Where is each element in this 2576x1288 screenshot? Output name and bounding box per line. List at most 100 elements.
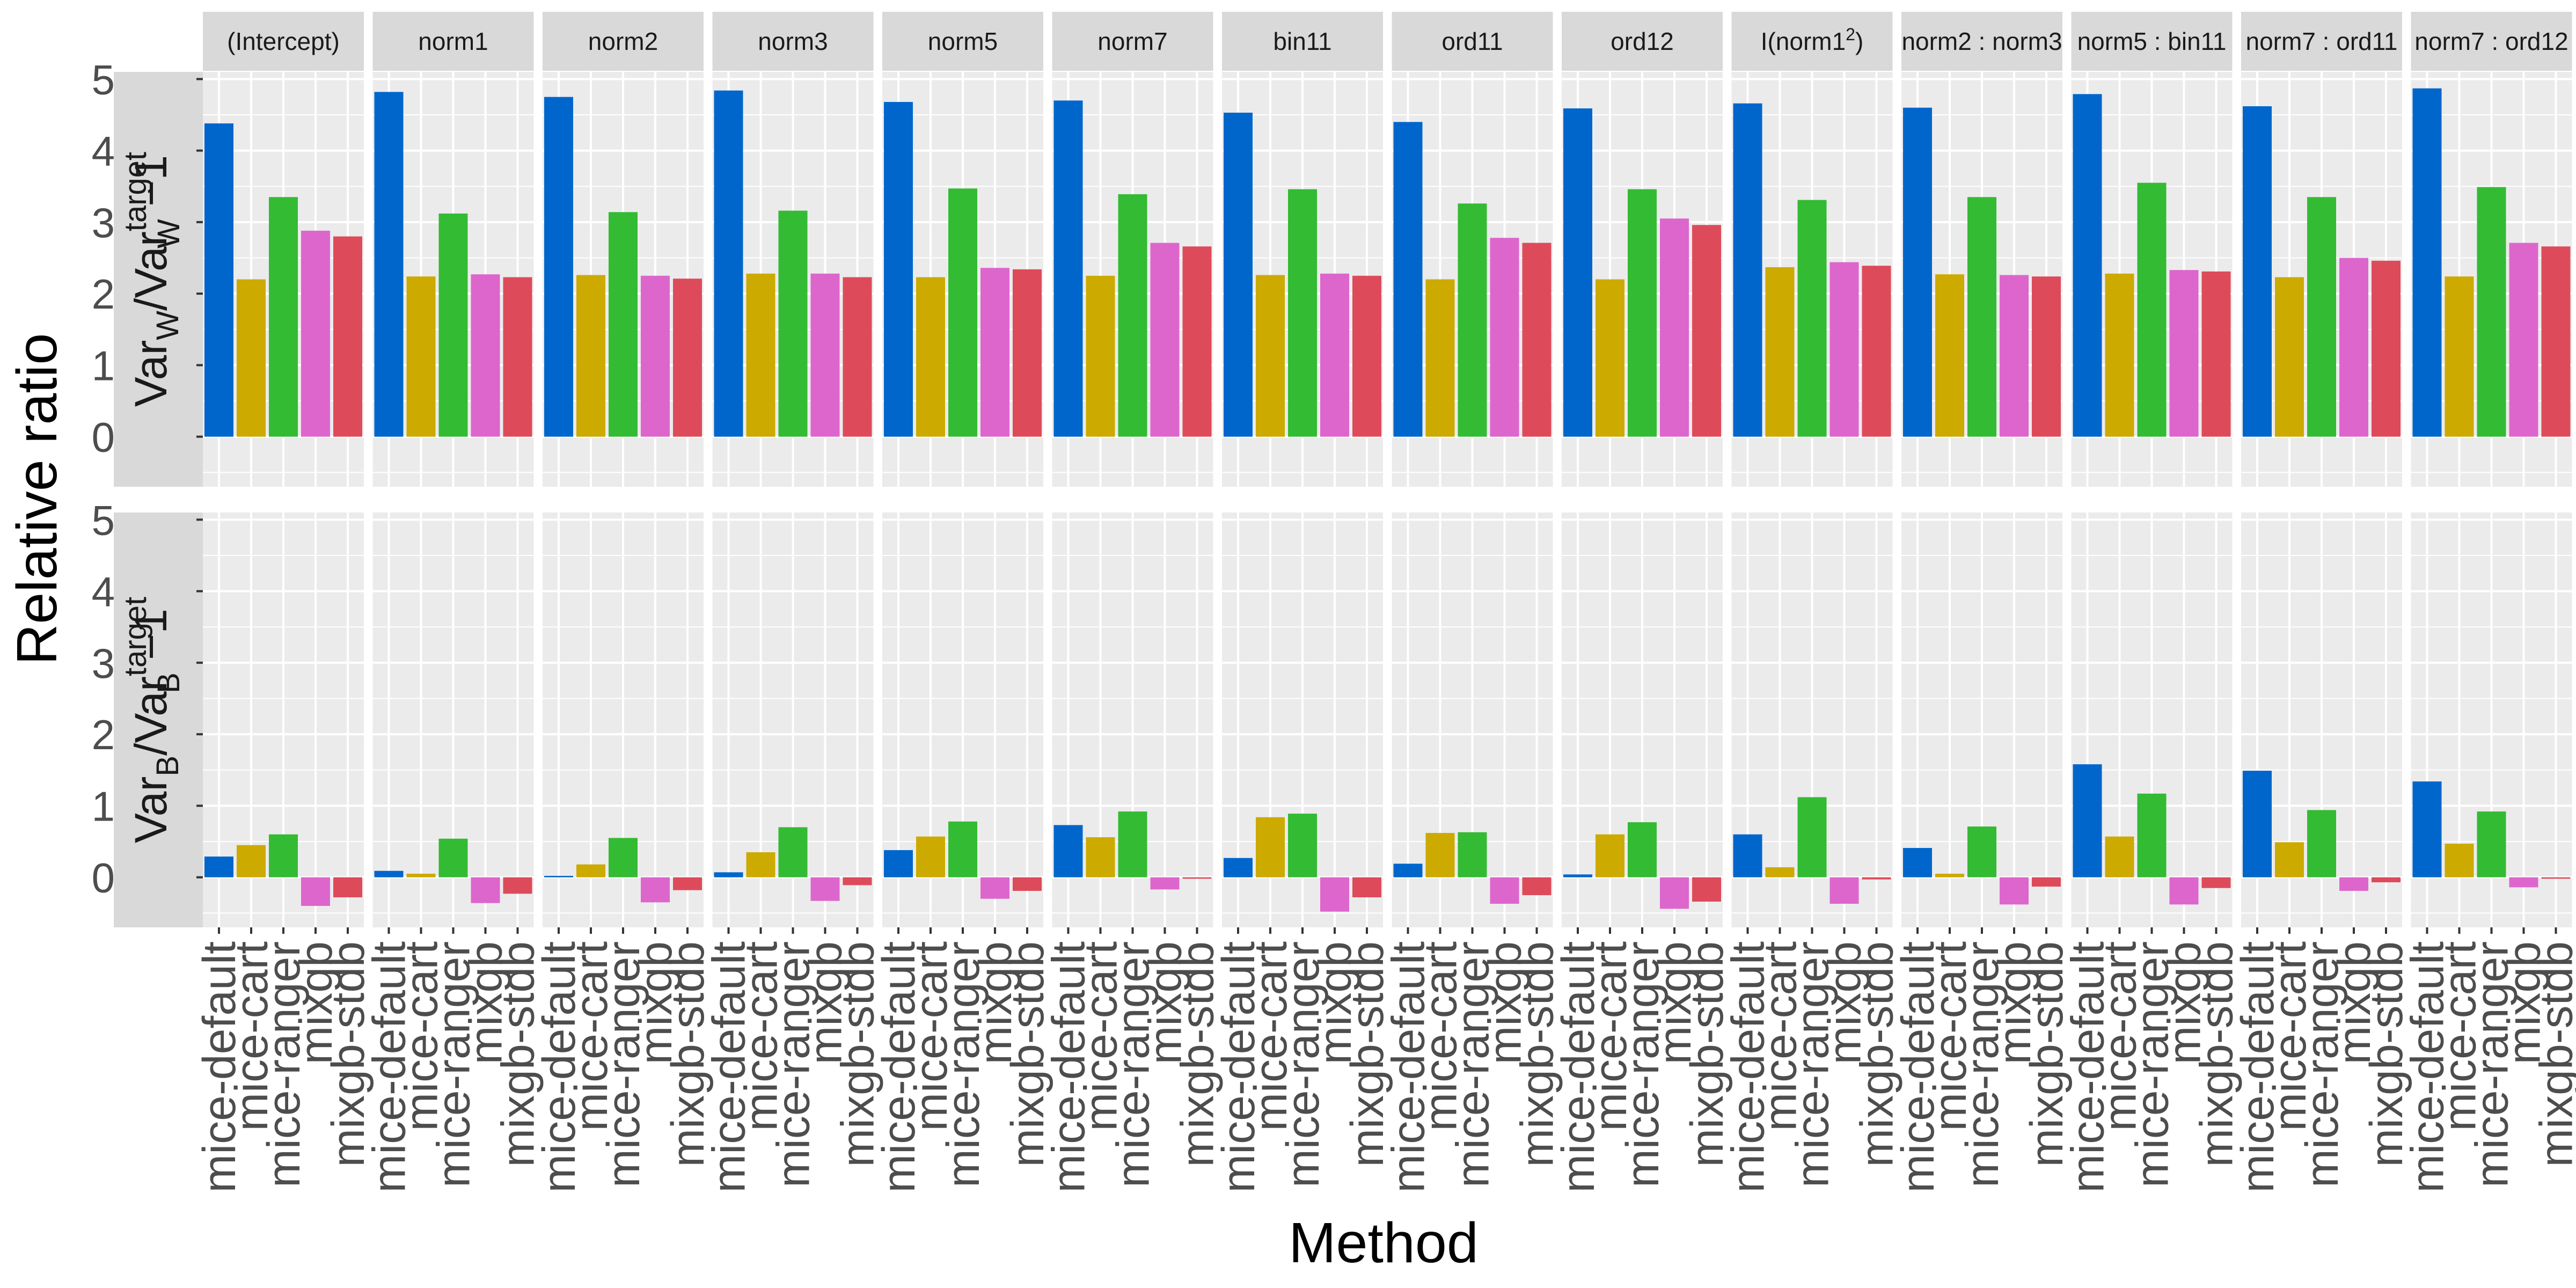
bar-mice-ranger (778, 827, 808, 877)
facet-strip-label: ord12 (1611, 27, 1674, 55)
facet-strip-label: norm1 (418, 27, 488, 55)
bar-mixgb-stdb (1692, 877, 1721, 902)
facet-strip-bg (372, 12, 534, 71)
bar-mixgb-stdb (1862, 266, 1891, 437)
x-tick-label: mice-cart (1924, 941, 1976, 1131)
bar-mice-cart (2445, 276, 2474, 437)
bar-mixgb (1490, 238, 1519, 437)
bar-mice-ranger (2137, 793, 2167, 877)
bar-mice-ranger (269, 834, 298, 877)
bar-mixgb-stdb (1182, 877, 1212, 879)
bar-mice-cart (1765, 867, 1795, 877)
facet-strip-label: norm2 : norm3 (1901, 27, 2062, 55)
x-tick-label: mice-default (2232, 941, 2284, 1193)
x-tick-label: mixgb (1989, 941, 2040, 1064)
facet-strip-bg (2071, 12, 2233, 71)
x-tick-label: mice-default (194, 941, 245, 1193)
bar-mice-cart (746, 273, 775, 437)
x-tick-label: mice-cart (1245, 941, 1297, 1131)
y-tick-label: 5 (92, 496, 115, 544)
bar-mice-ranger (1458, 832, 1487, 877)
bar-mice-ranger (1118, 811, 1147, 877)
bar-mixgb (471, 877, 500, 903)
bar-mice-cart (1256, 817, 1285, 877)
x-tick-label: mice-default (364, 941, 415, 1193)
bar-mice-cart (2105, 836, 2134, 877)
bar-mice-default (2073, 764, 2102, 877)
bar-mixgb-stdb (1352, 877, 1381, 898)
x-tick-label: mice-ranger (1787, 941, 1839, 1188)
bar-mixgb-stdb (503, 277, 532, 437)
bar-mice-cart (1425, 833, 1455, 877)
bar-mixgb-stdb (333, 877, 362, 898)
x-tick-label: mice-default (1213, 941, 1264, 1193)
bar-mice-default (204, 123, 233, 437)
bar-mice-ranger (438, 838, 468, 877)
bar-mice-default (2243, 106, 2272, 437)
x-tick-label: mice-default (873, 941, 925, 1193)
x-tick-label: mice-ranger (1617, 941, 1668, 1188)
x-tick-label: mice-cart (2264, 941, 2316, 1131)
x-tick-label: mixgb (970, 941, 1021, 1064)
x-tick-label: mice-ranger (2467, 941, 2518, 1188)
bar-mice-cart (2105, 273, 2134, 437)
bar-mixgb (2339, 877, 2368, 891)
bar-mixgb (1829, 262, 1859, 437)
x-tick-label: mixgb-stdb (2191, 941, 2243, 1167)
bar-mixgb (1320, 877, 1349, 912)
bar-mice-cart (1765, 267, 1795, 437)
row-strip-bg (114, 513, 203, 927)
bar-mice-default (1393, 863, 1423, 877)
bar-mice-ranger (1288, 814, 1317, 877)
x-tick-label: mice-default (2062, 941, 2114, 1193)
facet-strip-bg (203, 12, 364, 71)
x-tick-label: mice-ranger (2127, 941, 2178, 1188)
facet-strip-bg (882, 12, 1043, 71)
x-tick-label: mice-ranger (768, 941, 819, 1188)
y-tick-label: 2 (92, 270, 115, 318)
y-tick-label: 1 (92, 342, 115, 389)
bar-mice-ranger (2477, 811, 2506, 877)
facet-strip-label: norm7 (1097, 27, 1167, 55)
bar-mice-cart (406, 276, 436, 437)
x-tick-label: mice-cart (2434, 941, 2486, 1131)
bar-mixgb (1829, 877, 1859, 904)
bar-mice-cart (746, 852, 775, 877)
bar-mixgb (1150, 877, 1180, 890)
bar-mixgb-stdb (2372, 260, 2401, 437)
x-tick-label: mixgb (2499, 941, 2550, 1064)
x-tick-label: mixgb (800, 941, 852, 1064)
x-tick-label: mice-ranger (428, 941, 480, 1188)
y-tick-label: 4 (92, 128, 115, 175)
bar-mixgb-stdb (843, 877, 872, 885)
facet-strip-bg (1731, 12, 1893, 71)
x-tick-label: mice-cart (905, 941, 957, 1131)
bar-mixgb-stdb (1352, 275, 1381, 437)
x-tick-label: mixgb (1309, 941, 1361, 1064)
x-tick-label: mixgb-stdb (1342, 941, 1393, 1167)
bar-mixgb-stdb (333, 236, 362, 437)
row-labels-layer: VarW/VartargetW −1 VarB/VartargetB −1 (114, 72, 203, 927)
bar-mice-cart (237, 845, 266, 877)
facet-strip-bg (2411, 12, 2572, 71)
x-tick-label: mixgb (2329, 941, 2380, 1064)
bar-mice-ranger (948, 188, 977, 437)
bar-mixgb (2339, 258, 2368, 437)
bar-mixgb (2000, 275, 2029, 437)
bar-mice-ranger (2307, 810, 2336, 877)
y-tick-label: 1 (92, 782, 115, 830)
facet-strip-label: bin11 (1273, 27, 1331, 55)
bar-mice-default (1903, 848, 1932, 877)
bar-mixgb (471, 274, 500, 437)
x-tick-label: mice-ranger (1447, 941, 1499, 1188)
bar-mixgb (980, 877, 1009, 899)
bar-mice-ranger (1458, 203, 1487, 437)
bar-mixgb (2169, 877, 2199, 905)
bar-mixgb-stdb (2541, 877, 2571, 879)
facet-strips-layer: (Intercept) norm1 norm2 norm3 norm5 norm7 bin1… (203, 12, 2572, 71)
bar-mixgb-stdb (843, 277, 872, 437)
bar-mice-default (1563, 108, 1592, 437)
x-tick-label: mice-default (1892, 941, 1944, 1193)
bar-mice-default (1733, 834, 1762, 877)
